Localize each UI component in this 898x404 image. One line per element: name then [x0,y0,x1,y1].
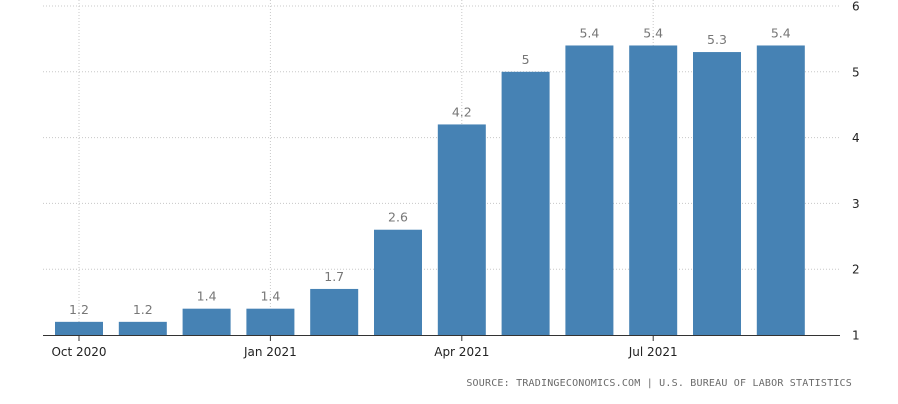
data-label: 5.4 [579,25,599,40]
bar [310,288,359,335]
y-tick-label: 5 [852,65,860,79]
x-tick-label: Oct 2020 [51,345,106,359]
data-label: 2.6 [388,210,408,225]
bar [501,71,550,336]
y-tick-label: 6 [852,0,860,14]
data-label: 1.2 [69,302,89,317]
bar [55,321,103,335]
bar [182,308,231,335]
data-label: 5.4 [771,25,791,40]
data-label: 5.3 [707,32,727,47]
data-label: 5.4 [643,25,663,40]
bar [756,45,805,335]
data-label: 4.2 [452,104,472,119]
bar [437,124,486,335]
data-label: 1.4 [197,289,217,304]
x-tick-label: Jul 2021 [628,345,678,359]
x-tick-label: Jan 2021 [243,345,297,359]
source-note: SOURCE: TRADINGECONOMICS.COM | U.S. BURE… [466,378,852,389]
x-tick-label: Apr 2021 [434,345,489,359]
data-label: 1.4 [260,289,280,304]
data-label: 1.2 [133,302,153,317]
bar [246,308,295,335]
bar [565,45,614,335]
y-tick-label: 3 [852,197,860,211]
data-label: 1.7 [324,269,344,284]
y-tick-label: 4 [852,131,860,145]
y-tick-label: 2 [852,263,860,277]
bar [118,321,167,335]
bar [629,45,678,335]
bar [693,52,741,336]
data-label: 5 [522,52,530,67]
y-tick-label: 1 [852,329,860,343]
bar [374,229,422,335]
